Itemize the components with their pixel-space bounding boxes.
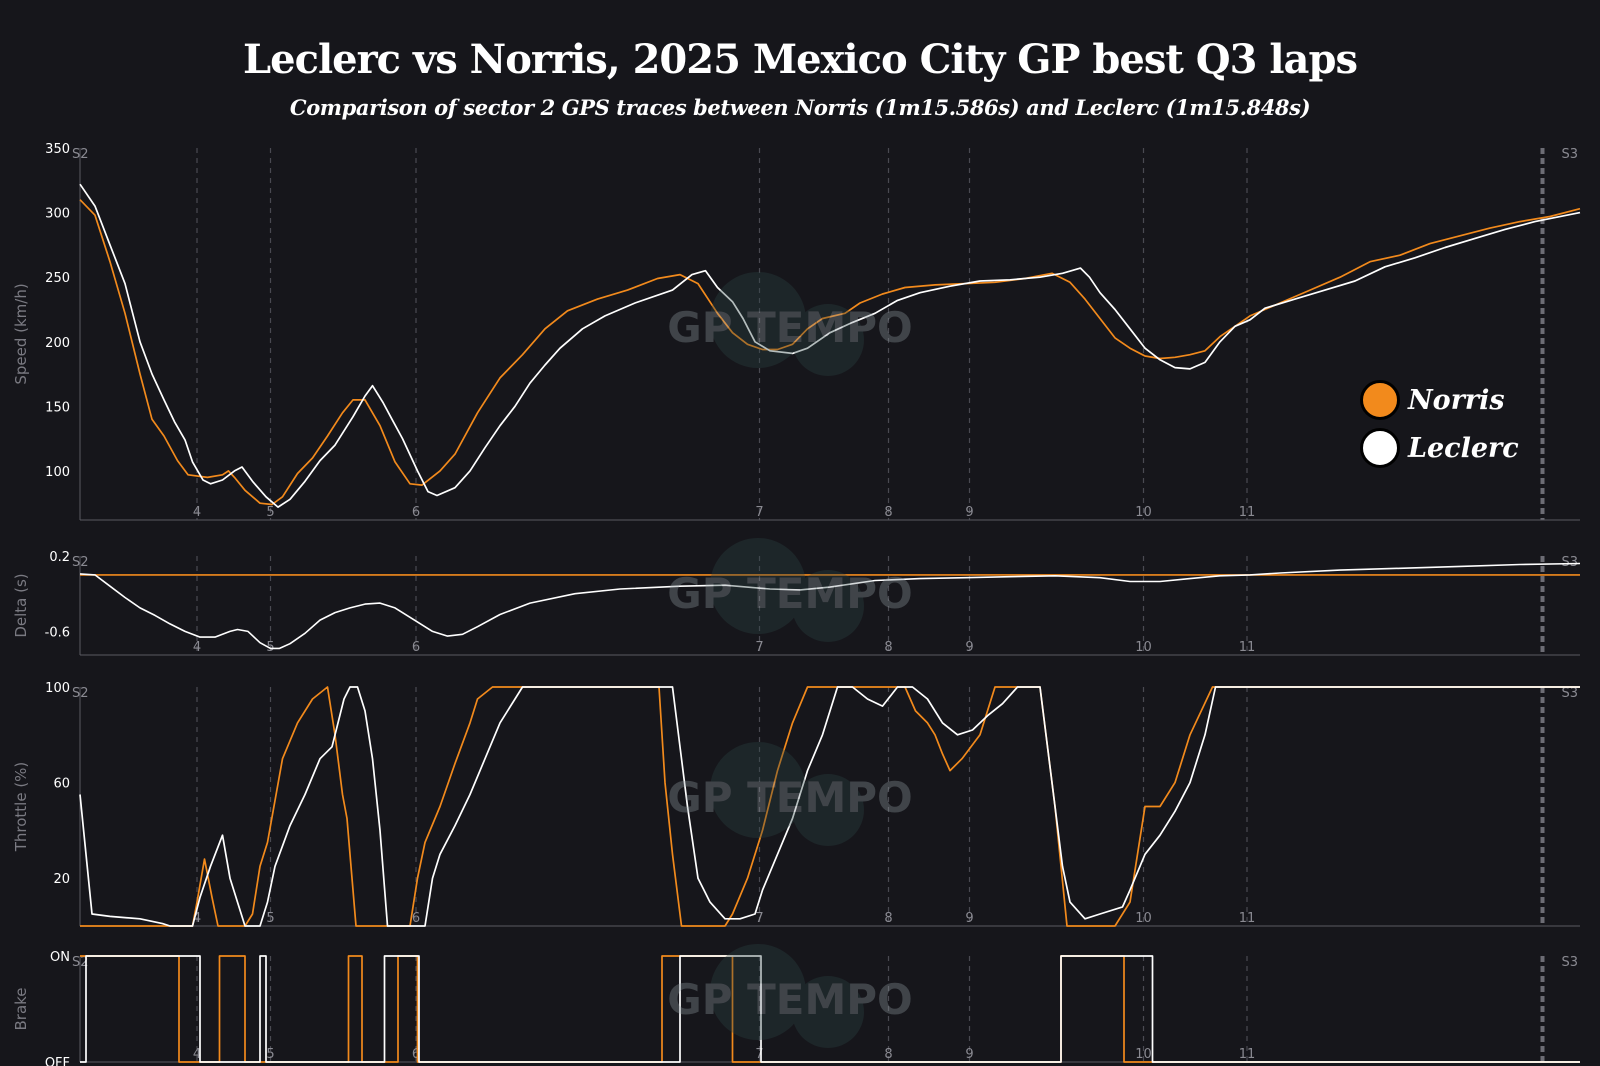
legend-label-norris: Norris: [1408, 384, 1505, 416]
corner-label: 11: [1239, 1047, 1256, 1062]
sector-end-label: S3: [1561, 686, 1578, 701]
speed-line-norris: [79, 199, 1581, 506]
watermark: GP TEMPO: [667, 272, 913, 376]
y-axis-label: Speed (km/h): [12, 283, 30, 384]
corner-label: 10: [1135, 640, 1152, 655]
y-axis-label: Delta (s): [12, 573, 30, 637]
corner-label: 4: [193, 911, 201, 926]
corner-label: 5: [266, 911, 274, 926]
corner-label: 5: [266, 505, 274, 520]
y-tick-label: 350: [45, 142, 70, 157]
legend-item-leclerc: Leclerc: [1360, 424, 1519, 472]
corner-label: 7: [755, 505, 763, 520]
corner-label: 5: [266, 1047, 274, 1062]
corner-label: 9: [965, 505, 973, 520]
brake-line-leclerc: [80, 955, 1580, 1063]
corner-label: 11: [1239, 640, 1256, 655]
throttle-line-leclerc: [79, 686, 1580, 927]
legend-label-leclerc: Leclerc: [1408, 432, 1519, 464]
chart-subtitle: Comparison of sector 2 GPS traces betwee…: [289, 95, 1311, 120]
corner-label: 4: [193, 505, 201, 520]
y-tick-label: 150: [45, 400, 70, 415]
y-tick-label: -0.6: [45, 625, 70, 640]
y-tick-label: 100: [45, 681, 70, 696]
corner-label: 6: [412, 911, 420, 926]
corner-label: 9: [965, 1047, 973, 1062]
sector-end-label: S3: [1561, 955, 1578, 970]
corner-label: 9: [965, 911, 973, 926]
y-axis-label: Brake: [12, 987, 30, 1030]
legend: Norris Leclerc: [1360, 376, 1519, 472]
y-tick-label: OFF: [45, 1056, 70, 1066]
chart-title: Leclerc vs Norris, 2025 Mexico City GP b…: [243, 36, 1358, 83]
y-tick-label: 20: [53, 872, 70, 887]
throttle-line-norris: [80, 686, 1580, 927]
watermark-text: GP TEMPO: [667, 773, 913, 822]
corner-label: 8: [884, 911, 892, 926]
corner-label: 6: [412, 640, 420, 655]
corner-label: 10: [1135, 911, 1152, 926]
corner-label: 8: [884, 505, 892, 520]
watermark: GP TEMPO: [667, 944, 913, 1048]
corner-label: 4: [193, 1047, 201, 1062]
sector-end-label: S3: [1561, 555, 1578, 570]
watermark-text: GP TEMPO: [667, 569, 913, 618]
corner-label: 10: [1135, 1047, 1152, 1062]
corner-label: 6: [412, 1047, 420, 1062]
corner-label: 11: [1239, 911, 1256, 926]
watermark: GP TEMPO: [667, 538, 913, 642]
delta-line-leclerc: [79, 562, 1581, 650]
corner-label: 11: [1239, 505, 1256, 520]
watermark-text: GP TEMPO: [667, 975, 913, 1024]
corner-label: 6: [412, 505, 420, 520]
corner-label: 10: [1135, 505, 1152, 520]
legend-swatch-leclerc: [1360, 428, 1400, 468]
corner-label: 7: [755, 1047, 763, 1062]
y-tick-label: 250: [45, 271, 70, 286]
corner-label: 4: [193, 640, 201, 655]
corner-label: 8: [884, 640, 892, 655]
watermark: GP TEMPO: [667, 742, 913, 846]
corner-label: 8: [884, 1047, 892, 1062]
legend-swatch-norris: [1360, 380, 1400, 420]
corner-label: 7: [755, 911, 763, 926]
y-tick-label: 60: [53, 777, 70, 792]
y-axis-label: Throttle (%): [12, 762, 30, 853]
watermark-text: GP TEMPO: [667, 303, 913, 352]
y-tick-label: 100: [45, 465, 70, 480]
legend-item-norris: Norris: [1360, 376, 1519, 424]
y-tick-label: 300: [45, 207, 70, 222]
sector-end-label: S3: [1561, 147, 1578, 162]
speed-line-leclerc: [79, 183, 1581, 508]
y-tick-label: ON: [50, 950, 70, 965]
corner-label: 9: [965, 640, 973, 655]
y-tick-label: 200: [45, 336, 70, 351]
y-tick-label: 0.2: [49, 550, 70, 565]
corner-label: 7: [755, 640, 763, 655]
